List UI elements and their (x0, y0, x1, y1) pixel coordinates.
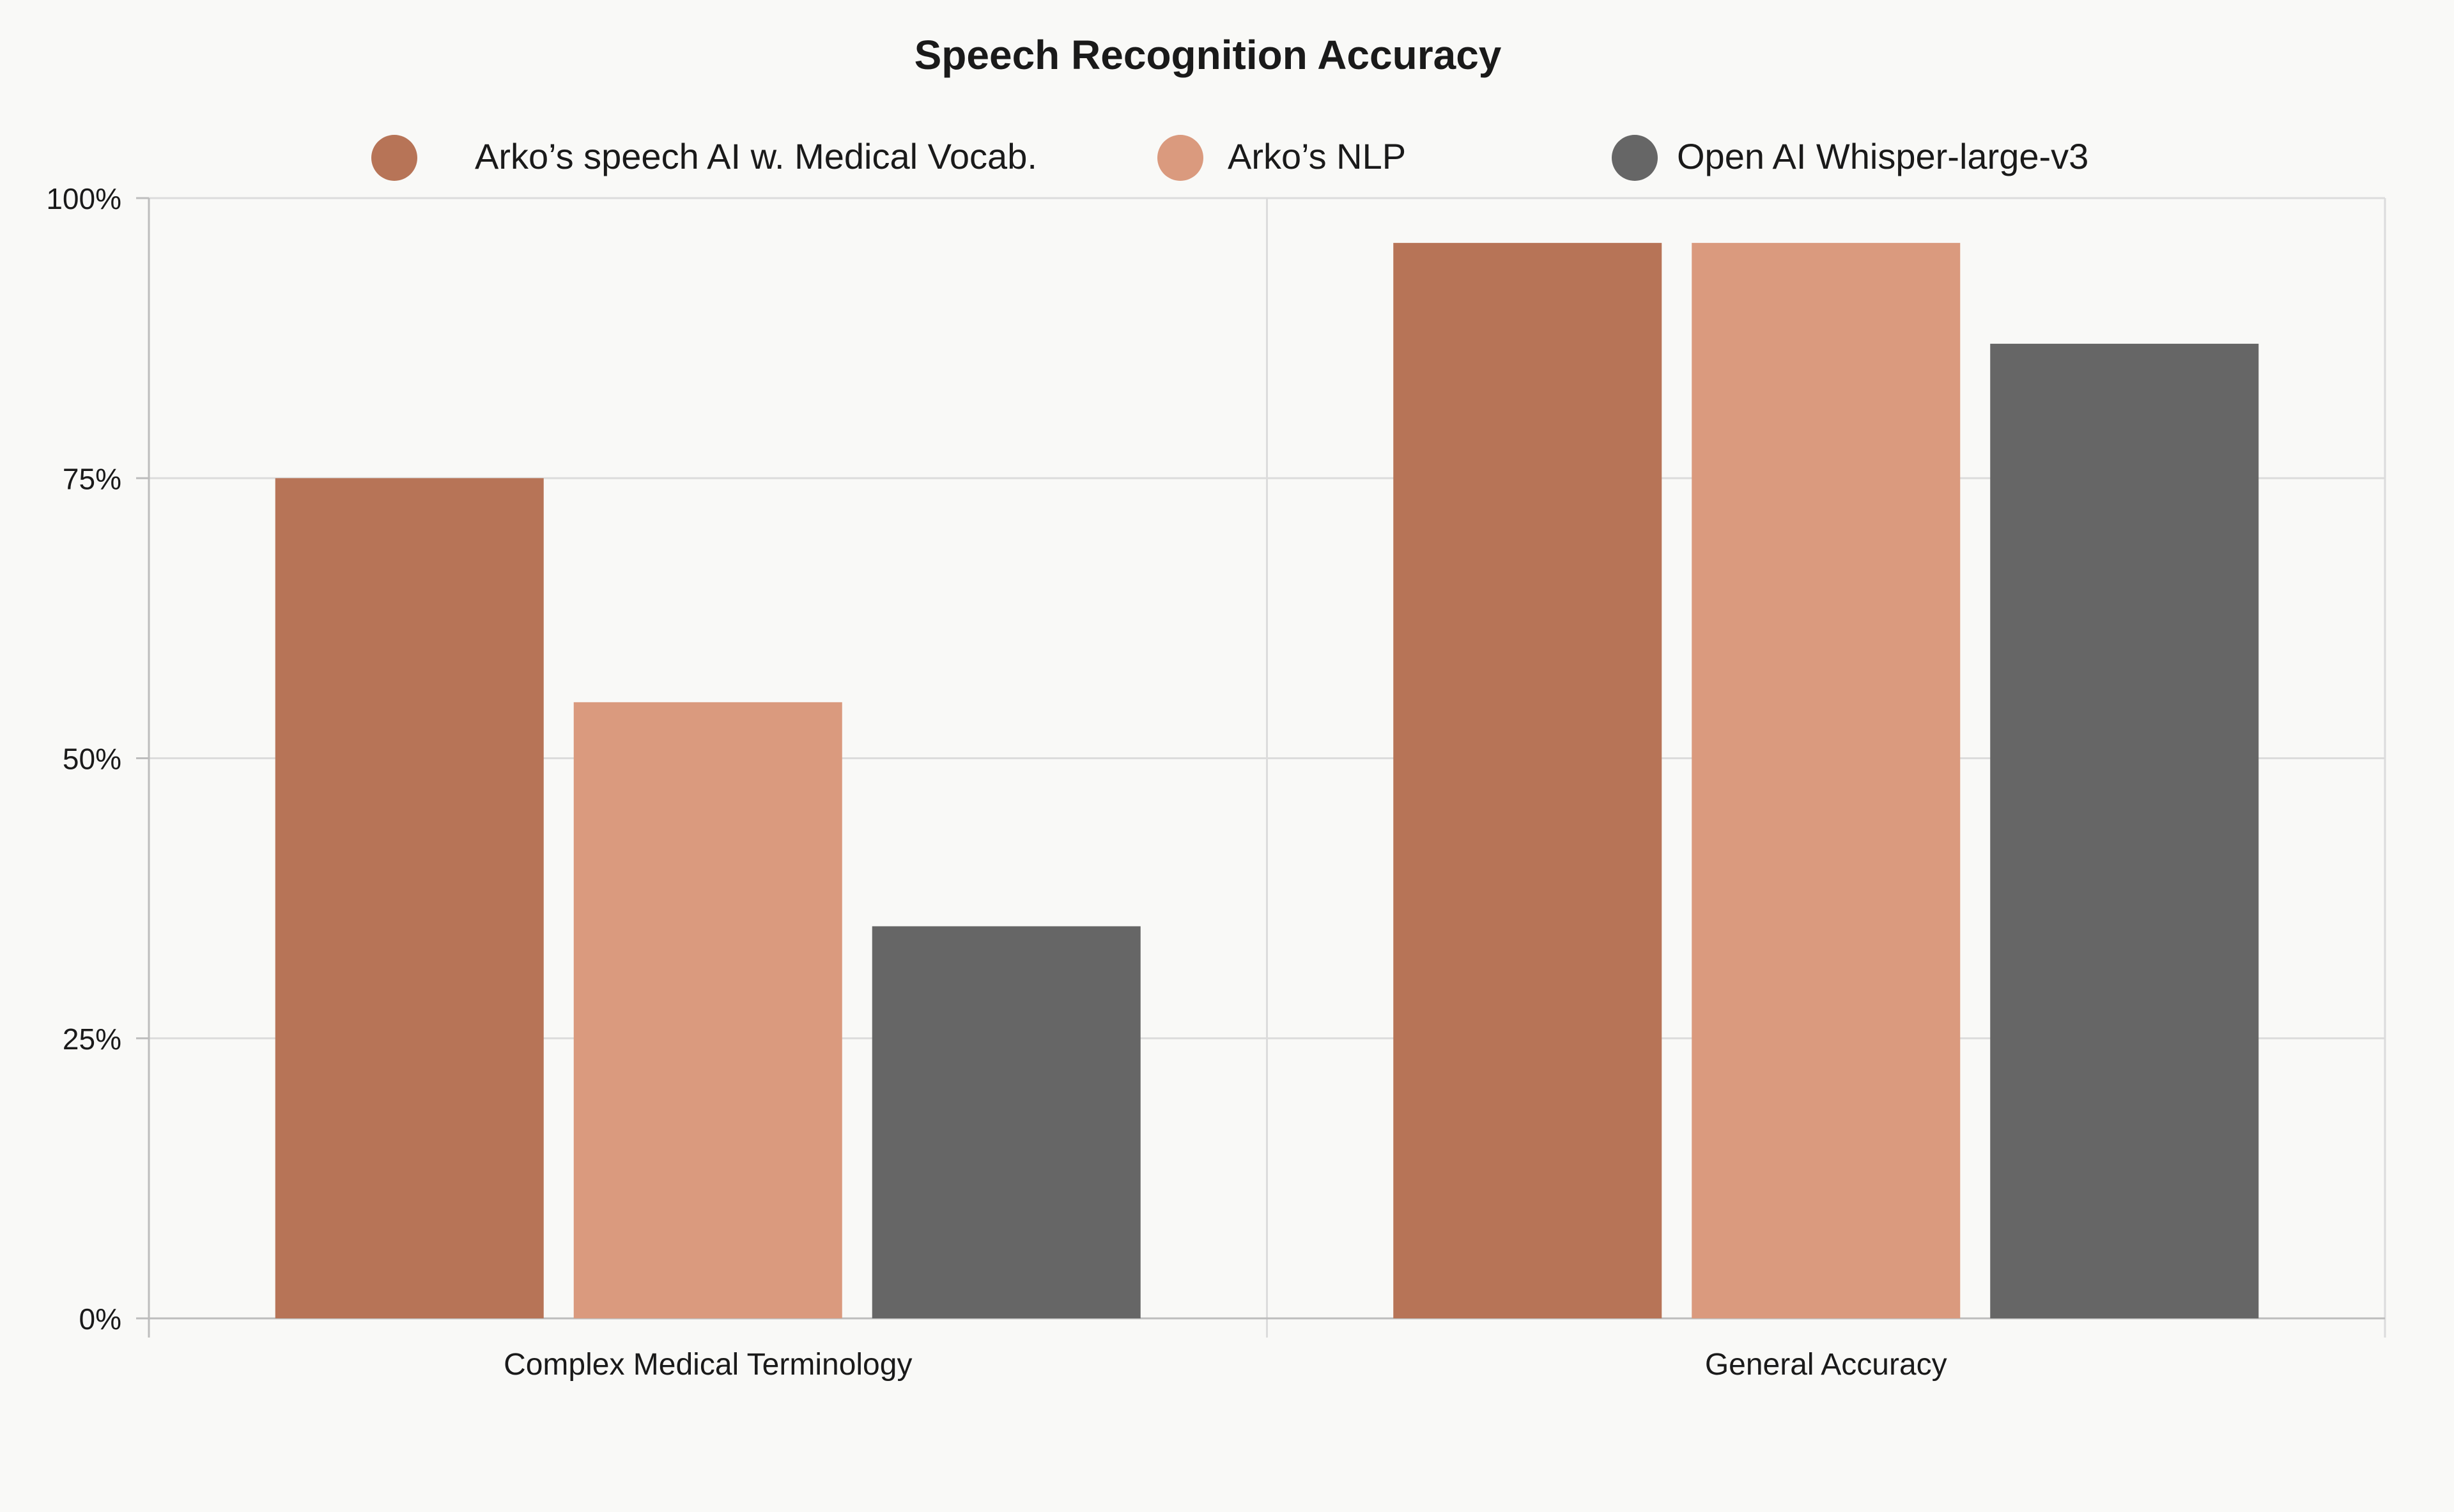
legend-marker (1157, 135, 1203, 181)
bar (1990, 343, 2259, 1318)
x-tick-label: General Accuracy (1705, 1348, 1947, 1382)
y-axis-ticks: 0% 25% 50% 75% 100% (46, 182, 149, 1336)
y-tick-label: 75% (63, 462, 121, 495)
y-tick-label: 100% (46, 182, 121, 215)
bar (1692, 243, 1961, 1318)
legend-label: Open AI Whisper-large-v3 (1677, 136, 2088, 176)
legend-label: Arko’s NLP (1228, 136, 1406, 176)
y-tick-label: 0% (79, 1302, 121, 1336)
legend: Arko’s speech AI w. Medical Vocab. Arko’s… (371, 135, 2088, 181)
bar (872, 926, 1141, 1318)
x-tick-label: Complex Medical Terminology (504, 1348, 912, 1382)
bar (1393, 243, 1662, 1318)
legend-label: Arko’s speech AI w. Medical Vocab. (475, 136, 1037, 176)
y-tick-label: 25% (63, 1022, 121, 1056)
legend-marker (1612, 135, 1658, 181)
bar (573, 702, 842, 1318)
x-axis-ticks: Complex Medical Terminology General Accur… (504, 1348, 1947, 1382)
y-tick-label: 50% (63, 743, 121, 776)
bar (275, 478, 544, 1318)
chart-title: Speech Recognition Accuracy (914, 32, 1502, 78)
legend-marker (371, 135, 417, 181)
bars (275, 243, 2259, 1318)
